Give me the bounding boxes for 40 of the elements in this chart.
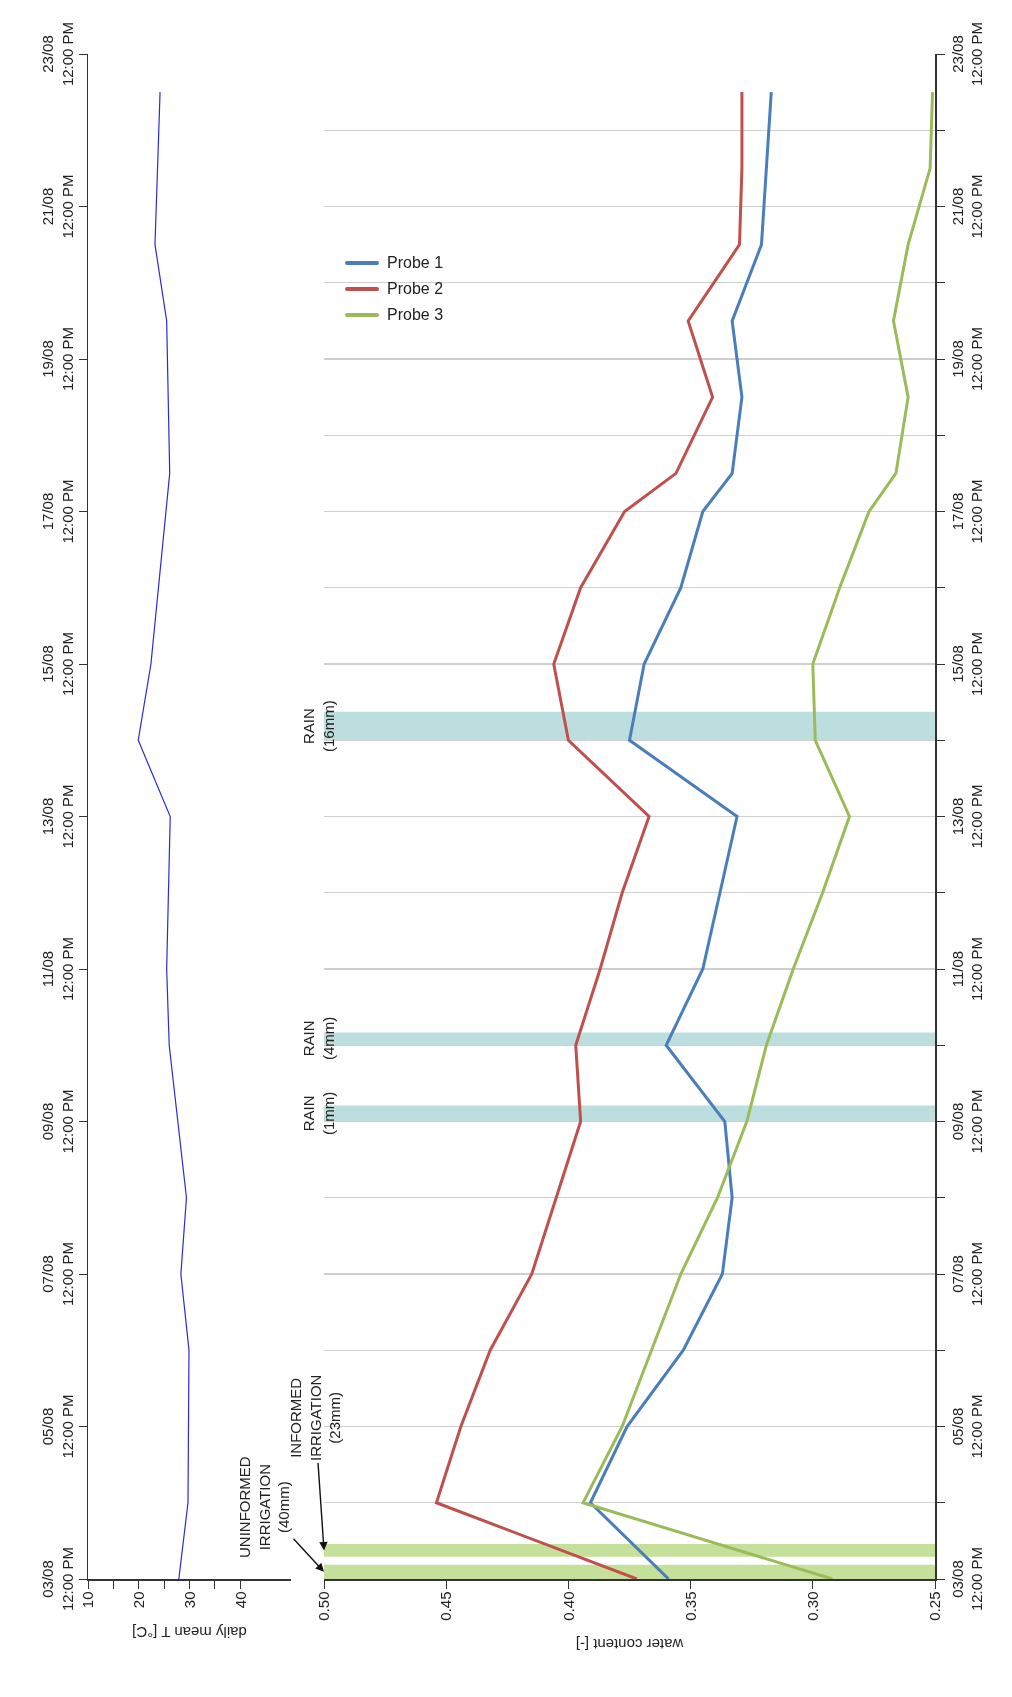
x-tick-label: 30 [180,1591,198,1609]
y-tick-label: 19/08 12:00 PM [948,326,985,392]
band-label: RAIN (4mm) [300,1016,337,1060]
y-tick-label: 15/08 12:00 PM [39,631,76,697]
y-tick-label: 09/08 12:00 PM [39,1089,76,1154]
x-tick-label: 40 [231,1591,249,1609]
y-tick-label: 03/08 12:00 PM [948,1546,985,1612]
x-tick-label: 0.30 [804,1591,822,1621]
y-tick-label: 05/08 12:00 PM [39,1394,76,1459]
y-tick-label: 13/08 12:00 PM [39,784,76,849]
x-tick-label: 0.40 [559,1591,577,1621]
x-tick-label: 10 [79,1591,97,1609]
y-tick-label: 19/08 12:00 PM [39,326,76,392]
band-label: RAIN (16mm) [300,700,337,752]
x-tick-label: 0.50 [315,1591,333,1621]
x-axis-title: daily mean T [°C] [132,1623,247,1641]
band-label: RAIN (1mm) [300,1091,337,1135]
y-tick-label: 05/08 12:00 PM [948,1394,985,1459]
x-axis-title: water content [-] [575,1636,685,1654]
legend-label: Probe 3 [387,305,444,325]
y-tick-label: 17/08 12:00 PM [39,479,76,544]
y-tick-label: 15/08 12:00 PM [948,631,985,697]
y-tick-label: 03/08 12:00 PM [39,1546,76,1612]
y-tick-label: 09/08 12:00 PM [948,1089,985,1154]
x-tick-label: 20 [130,1591,147,1609]
y-tick-label: 21/08 12:00 PM [948,174,985,239]
x-tick-label: 0.25 [926,1591,944,1621]
y-tick-label: 11/08 12:00 PM [948,936,985,1002]
y-tick-label: 07/08 12:00 PM [948,1241,985,1307]
x-tick-label: 0.45 [437,1591,455,1621]
legend-label: Probe 1 [387,253,444,273]
y-tick-label: 21/08 12:00 PM [39,174,76,239]
y-tick-label: 23/08 12:00 PM [39,21,76,87]
y-tick-label: 23/08 12:00 PM [948,21,985,87]
y-tick-label: 13/08 12:00 PM [948,784,985,849]
legend-label: Probe 2 [387,279,444,299]
y-tick-label: 17/08 12:00 PM [948,479,985,544]
y-tick-label: 11/08 12:00 PM [39,936,76,1002]
x-tick-label: 0.35 [681,1591,699,1621]
y-tick-label: 07/08 12:00 PM [39,1241,76,1307]
